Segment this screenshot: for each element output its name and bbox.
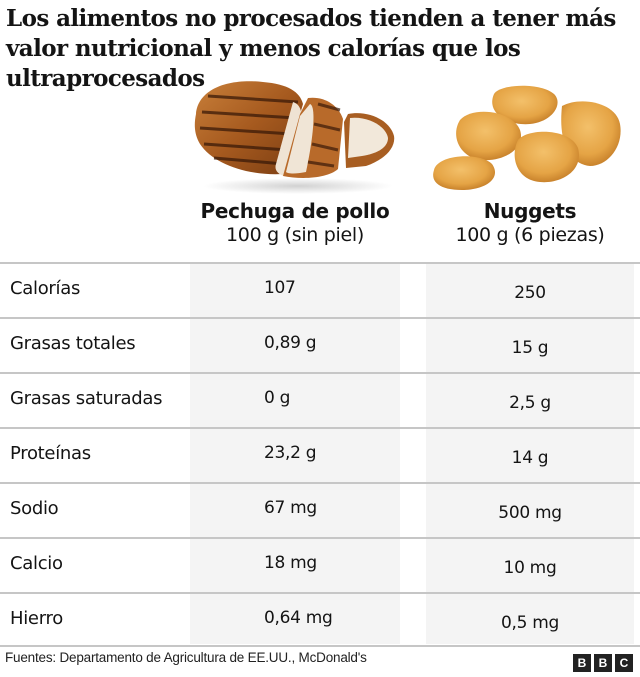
nuggets-value: 14 g [511,448,549,468]
table-row-hierro: Hierro 0,64 mg 0,5 mg [0,592,640,647]
row-label: Grasas saturadas [10,388,163,409]
chicken-value: 0 g [264,388,291,408]
nuggets-value: 250 [514,283,546,303]
table-row-calorias: Calorías 107 250 [0,262,640,317]
column-header-nuggets: Nuggets 100 g (6 piezas) [426,199,634,247]
nuggets-value: 10 mg [503,558,557,578]
logo-block-c: C [615,654,633,672]
row-label: Calcio [10,553,63,574]
column-header-chicken: Pechuga de pollo 100 g (sin piel) [190,199,400,247]
column-portion: 100 g (6 piezas) [455,224,605,246]
column-portion: 100 g (sin piel) [226,224,364,246]
nutrition-table: Calorías 107 250 Grasas totales 0,89 g 1… [0,262,640,647]
logo-block-b1: B [573,654,591,672]
chicken-value: 0,89 g [264,333,317,353]
table-row-calcio: Calcio 18 mg 10 mg [0,537,640,592]
row-label: Grasas totales [10,333,136,354]
chicken-value: 23,2 g [264,443,317,463]
chicken-value: 107 [264,278,296,298]
table-row-sodio: Sodio 67 mg 500 mg [0,482,640,537]
chicken-value: 0,64 mg [264,608,333,628]
table-row-grasas-saturadas: Grasas saturadas 0 g 2,5 g [0,372,640,427]
chicken-value: 67 mg [264,498,317,518]
chicken-nuggets-image [433,85,621,190]
nuggets-value: 0,5 mg [501,613,559,633]
nuggets-value: 500 mg [498,503,562,523]
column-name: Nuggets [483,199,577,223]
column-name: Pechuga de pollo [200,199,390,223]
nuggets-value: 15 g [511,338,549,358]
row-label: Calorías [10,278,81,299]
chicken-value: 18 mg [264,553,317,573]
row-label: Hierro [10,608,63,629]
grilled-chicken-breast-image [194,81,395,194]
bbc-logo: B B C [573,654,633,672]
chicken-column-background [190,264,400,644]
row-label: Sodio [10,498,59,519]
source-note: Fuentes: Departamento de Agricultura de … [5,650,367,665]
table-row-grasas-totales: Grasas totales 0,89 g 15 g [0,317,640,372]
table-row-proteinas: Proteínas 23,2 g 14 g [0,427,640,482]
page-title: Los alimentos no procesados tienden a te… [6,5,616,92]
nuggets-value: 2,5 g [509,393,551,413]
row-label: Proteínas [10,443,91,464]
logo-block-b2: B [594,654,612,672]
nuggets-column-background [426,264,634,644]
